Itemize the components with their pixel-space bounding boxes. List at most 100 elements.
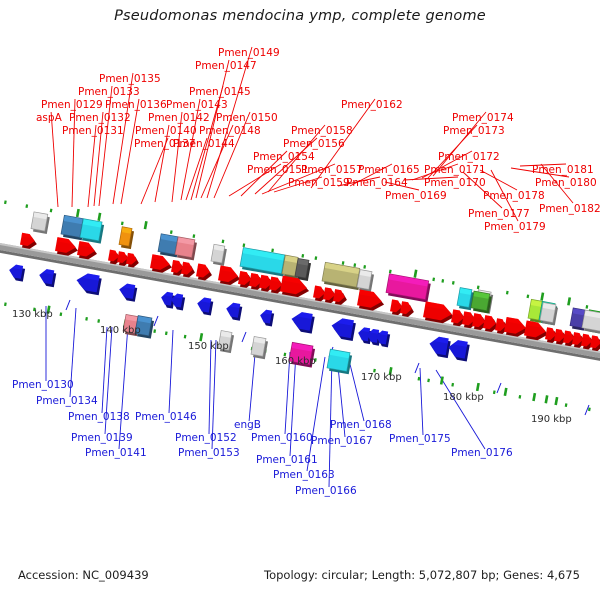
reverse-label[interactable]: Pmen_0153 xyxy=(178,447,240,459)
gene-arrow[interactable] xyxy=(55,237,80,257)
forward-label[interactable]: Pmen_0158 xyxy=(291,125,353,137)
gene-arrow[interactable] xyxy=(357,289,386,313)
gene-arrow[interactable] xyxy=(75,272,103,296)
reverse-label[interactable]: Pmen_0134 xyxy=(36,395,98,407)
forward-label[interactable]: Pmen_0179 xyxy=(484,221,546,233)
forward-label[interactable]: Pmen_0182 xyxy=(539,203,600,215)
gene-arrow[interactable] xyxy=(447,339,471,362)
gene-arrow[interactable] xyxy=(181,261,197,279)
gene-arrow[interactable] xyxy=(150,254,174,274)
reverse-label[interactable]: Pmen_0167 xyxy=(311,435,373,447)
forward-label[interactable]: Pmen_0137 xyxy=(134,138,196,150)
gene-arrow[interactable] xyxy=(428,335,452,359)
gene-box[interactable] xyxy=(356,269,375,293)
reverse-label[interactable]: engB xyxy=(234,419,261,431)
gene-arrow[interactable] xyxy=(323,287,339,304)
gene-box[interactable] xyxy=(134,315,155,339)
reverse-label[interactable]: Pmen_0130 xyxy=(12,379,74,391)
forward-label[interactable]: Pmen_0169 xyxy=(385,190,447,202)
forward-label[interactable]: Pmen_0177 xyxy=(468,208,530,220)
gene-box[interactable] xyxy=(174,236,198,261)
reverse-label[interactable]: Pmen_0160 xyxy=(251,432,313,444)
forward-label[interactable]: Pmen_0165 xyxy=(358,164,420,176)
gene-box[interactable] xyxy=(581,309,600,336)
forward-label[interactable]: Pmen_0142 xyxy=(148,112,210,124)
gene-box[interactable] xyxy=(539,302,559,326)
gene-arrow[interactable] xyxy=(126,252,141,269)
gene-arrow[interactable] xyxy=(423,301,456,325)
gene-box[interactable] xyxy=(60,214,86,241)
gene-arrow[interactable] xyxy=(375,330,391,348)
gene-arrow[interactable] xyxy=(8,264,26,282)
gene-box[interactable] xyxy=(321,261,363,291)
reverse-label[interactable]: Pmen_0146 xyxy=(135,411,197,423)
forward-label[interactable]: Pmen_0151 xyxy=(247,164,309,176)
gene-arrow[interactable] xyxy=(290,310,316,334)
forward-label[interactable]: Pmen_0149 xyxy=(218,47,280,59)
forward-label[interactable]: Pmen_0171 xyxy=(424,164,486,176)
gene-arrow[interactable] xyxy=(108,249,123,266)
gene-arrow[interactable] xyxy=(196,263,214,281)
forward-label[interactable]: Pmen_0164 xyxy=(346,177,408,189)
gene-arrow[interactable] xyxy=(280,275,311,299)
gene-arrow[interactable] xyxy=(170,293,186,311)
forward-label[interactable]: aspA xyxy=(36,112,62,124)
gene-arrow[interactable] xyxy=(160,291,176,309)
gene-box[interactable] xyxy=(281,254,301,279)
gene-arrow[interactable] xyxy=(357,326,373,345)
forward-label[interactable]: Pmen_0148 xyxy=(199,125,261,137)
gene-arrow[interactable] xyxy=(118,282,138,302)
gene-box[interactable] xyxy=(456,287,475,311)
gene-arrow[interactable] xyxy=(333,289,349,306)
gene-arrow[interactable] xyxy=(77,241,99,261)
gene-arrow[interactable] xyxy=(590,335,600,352)
forward-label[interactable]: Pmen_0133 xyxy=(78,86,140,98)
reverse-label[interactable]: Pmen_0168 xyxy=(330,419,392,431)
gene-arrow[interactable] xyxy=(171,259,187,277)
reverse-label[interactable]: Pmen_0166 xyxy=(295,485,357,497)
reverse-label[interactable]: Pmen_0152 xyxy=(175,432,237,444)
gene-arrow[interactable] xyxy=(400,301,416,318)
gene-box[interactable] xyxy=(210,243,228,266)
gene-arrow[interactable] xyxy=(390,299,406,316)
reverse-label[interactable]: Pmen_0163 xyxy=(273,469,335,481)
forward-label[interactable]: Pmen_0136 xyxy=(105,99,167,111)
forward-label[interactable]: Pmen_0157 xyxy=(301,164,363,176)
reverse-label[interactable]: Pmen_0176 xyxy=(451,447,513,459)
forward-label[interactable]: Pmen_0162 xyxy=(341,99,403,111)
gene-arrow[interactable] xyxy=(38,268,57,288)
gene-arrow[interactable] xyxy=(554,328,569,345)
forward-label[interactable]: Pmen_0135 xyxy=(99,73,161,85)
gene-arrow[interactable] xyxy=(524,320,550,342)
forward-label[interactable]: Pmen_0145 xyxy=(189,86,251,98)
gene-box[interactable] xyxy=(288,341,316,368)
forward-label[interactable]: Pmen_0129 xyxy=(41,99,103,111)
forward-label[interactable]: Pmen_0156 xyxy=(283,138,345,150)
gene-box[interactable] xyxy=(217,330,235,354)
gene-arrow[interactable] xyxy=(572,332,587,348)
gene-arrow[interactable] xyxy=(20,232,39,250)
gene-arrow[interactable] xyxy=(330,317,357,342)
gene-arrow[interactable] xyxy=(259,309,275,327)
reverse-label[interactable]: Pmen_0141 xyxy=(85,447,147,459)
gene-arrow[interactable] xyxy=(196,297,214,316)
gene-box[interactable] xyxy=(326,348,353,375)
gene-arrow[interactable] xyxy=(495,318,510,334)
gene-arrow[interactable] xyxy=(504,316,530,338)
forward-label[interactable]: Pmen_0170 xyxy=(424,177,486,189)
forward-label[interactable]: Pmen_0143 xyxy=(166,99,228,111)
gene-arrow[interactable] xyxy=(225,302,243,321)
gene-arrow[interactable] xyxy=(483,315,500,333)
forward-label[interactable]: Pmen_0147 xyxy=(195,60,257,72)
reverse-label[interactable]: Pmen_0138 xyxy=(68,411,130,423)
forward-label[interactable]: Pmen_0173 xyxy=(443,125,505,137)
reverse-label[interactable]: Pmen_0161 xyxy=(256,454,318,466)
gene-box[interactable] xyxy=(385,273,432,303)
gene-box[interactable] xyxy=(239,247,288,277)
gene-box[interactable] xyxy=(79,218,105,244)
forward-label[interactable]: Pmen_0159 xyxy=(288,177,350,189)
gene-box[interactable] xyxy=(122,314,141,337)
forward-label[interactable]: Pmen_0172 xyxy=(438,151,500,163)
gene-box[interactable] xyxy=(250,336,269,360)
forward-label[interactable]: Pmen_0178 xyxy=(483,190,545,202)
